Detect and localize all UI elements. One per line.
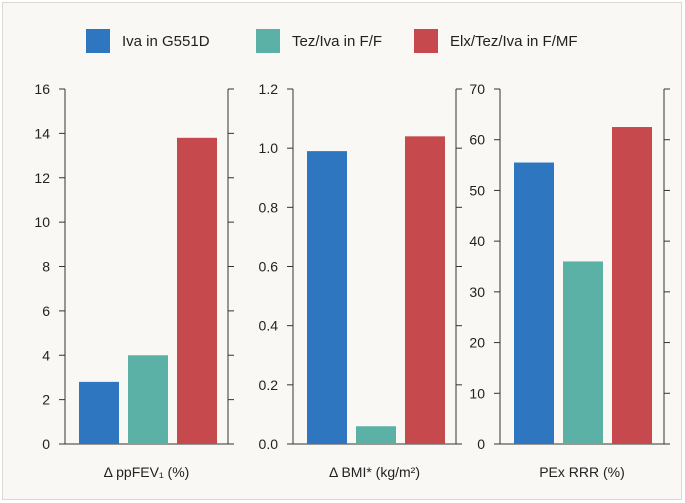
bar-elx-tez-iva bbox=[405, 136, 445, 445]
y-tick-label: 0 bbox=[42, 436, 50, 452]
y-tick-label: 0.8 bbox=[259, 199, 279, 215]
legend-item-elx-tez-iva: Elx/Tez/Iva in F/MF bbox=[414, 27, 578, 55]
legend-item-tez-iva: Tez/Iva in F/F bbox=[256, 27, 382, 55]
bar-chart-3: 0 10 20 30 40 50 60 70 PEx RRR (%) bbox=[469, 81, 670, 480]
y-tick-label: 40 bbox=[469, 233, 485, 249]
x-axis-label: Δ ppFEV₁ (%) bbox=[104, 464, 190, 480]
legend-item-iva: Iva in G551D bbox=[86, 27, 210, 55]
bar-tez-iva bbox=[563, 261, 603, 444]
legend-label-tez-iva: Tez/Iva in F/F bbox=[292, 32, 383, 50]
y-tick-label: 1.2 bbox=[259, 81, 279, 97]
y-tick-label: 20 bbox=[469, 335, 485, 351]
y-tick-label: 10 bbox=[34, 214, 50, 230]
bar-iva bbox=[514, 162, 554, 445]
bar-tez-iva bbox=[128, 355, 168, 444]
y-tick-label: 0.4 bbox=[259, 318, 279, 334]
y-tick-label: 16 bbox=[34, 81, 50, 97]
y-tick-label: 0.6 bbox=[259, 259, 279, 275]
y-tick-label: 50 bbox=[469, 182, 485, 198]
bar-elx-tez-iva bbox=[612, 127, 652, 445]
bar-elx-tez-iva bbox=[177, 137, 217, 444]
y-tick-label: 70 bbox=[469, 81, 485, 97]
legend-swatch-tez-iva bbox=[256, 29, 280, 53]
y-tick-label: 0.2 bbox=[259, 377, 279, 393]
legend-swatch-elx-tez-iva bbox=[414, 29, 438, 53]
y-tick-label: 30 bbox=[469, 284, 485, 300]
y-tick-label: 2 bbox=[42, 392, 50, 408]
bar-chart-2: 0.0 0.2 0.4 0.6 0.8 1.0 1.2 Δ BMI* (kg/m²) bbox=[259, 81, 462, 480]
y-tick-label: 1.0 bbox=[259, 140, 279, 156]
y-tick-label: 4 bbox=[42, 347, 50, 363]
y-tick-label: 6 bbox=[42, 303, 50, 319]
y-tick-label: 0.0 bbox=[259, 436, 279, 452]
y-tick-label: 0 bbox=[477, 436, 485, 452]
y-tick-label: 12 bbox=[34, 170, 50, 186]
y-tick-label: 14 bbox=[34, 125, 50, 141]
legend-swatch-iva bbox=[86, 29, 110, 53]
y-tick-label: 8 bbox=[42, 259, 50, 275]
legend-label-iva: Iva in G551D bbox=[122, 32, 210, 50]
y-tick-label: 60 bbox=[469, 132, 485, 148]
y-tick-label: 10 bbox=[469, 385, 485, 401]
bar-chart-1: 0 2 4 6 8 10 12 14 16 Δ ppFEV₁ (%) bbox=[34, 81, 234, 480]
x-axis-label: PEx RRR (%) bbox=[539, 464, 625, 480]
bar-iva bbox=[79, 381, 119, 444]
legend: Iva in G551D Tez/Iva in F/F Elx/Tez/Iva … bbox=[0, 27, 685, 55]
bar-iva bbox=[307, 151, 347, 444]
legend-label-elx-tez-iva: Elx/Tez/Iva in F/MF bbox=[450, 32, 578, 50]
bar-tez-iva bbox=[356, 426, 396, 444]
x-axis-label: Δ BMI* (kg/m²) bbox=[329, 464, 420, 480]
